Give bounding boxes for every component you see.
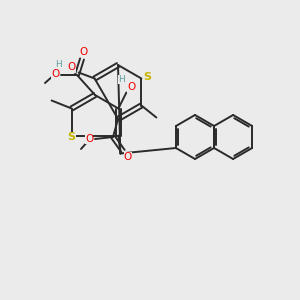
- Text: O: O: [68, 62, 76, 73]
- Text: S: S: [143, 73, 152, 82]
- Text: O: O: [124, 152, 132, 162]
- Text: O: O: [79, 47, 87, 57]
- Text: O: O: [85, 134, 93, 144]
- Text: H: H: [55, 60, 62, 69]
- Text: H: H: [118, 75, 125, 84]
- Text: S: S: [68, 131, 76, 142]
- Text: O: O: [127, 82, 136, 92]
- Text: O: O: [51, 69, 59, 79]
